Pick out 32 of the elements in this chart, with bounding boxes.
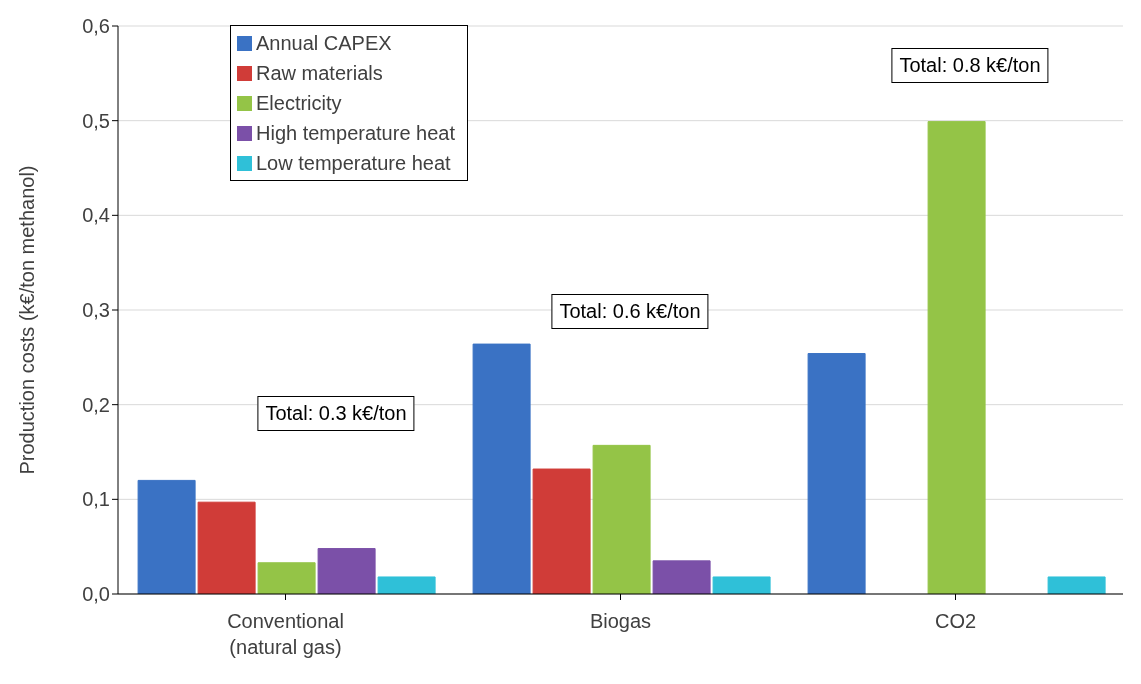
- bar: [712, 576, 771, 594]
- legend-label: Low temperature heat: [256, 151, 451, 175]
- bar: [1047, 576, 1106, 594]
- annotation: Total: 0.8 k€/ton: [891, 48, 1049, 83]
- bar: [652, 560, 711, 594]
- y-tick-label: 0,3: [82, 299, 110, 322]
- legend-label: Electricity: [256, 91, 342, 115]
- y-tick-label: 0,1: [82, 488, 110, 511]
- y-tick-label: 0,4: [82, 204, 110, 227]
- bar: [257, 562, 316, 594]
- x-tick-label: Conventional (natural gas): [227, 610, 344, 658]
- x-tick-label: Biogas: [589, 610, 652, 632]
- y-tick-label: 0,6: [82, 15, 110, 38]
- bar: [472, 343, 531, 594]
- bar: [197, 501, 256, 594]
- legend-label: Raw materials: [256, 61, 383, 85]
- bar: [532, 468, 591, 594]
- y-tick-label: 0,2: [82, 393, 110, 416]
- bar: [137, 479, 196, 594]
- x-tick-label: CO2: [934, 610, 977, 632]
- bar: [592, 444, 651, 594]
- y-tick-label: 0,0: [82, 583, 110, 606]
- annotation: Total: 0.3 k€/ton: [257, 396, 415, 431]
- bar: [317, 548, 376, 594]
- bar: [377, 576, 436, 594]
- y-tick-label: 0,5: [82, 109, 110, 132]
- legend-label: Annual CAPEX: [256, 31, 392, 55]
- annotation: Total: 0.6 k€/ton: [551, 294, 709, 329]
- y-axis-title: Production costs (k€/ton methanol): [16, 165, 39, 475]
- bar: [927, 121, 986, 594]
- bar: [807, 353, 866, 594]
- legend-label: High temperature heat: [256, 121, 456, 145]
